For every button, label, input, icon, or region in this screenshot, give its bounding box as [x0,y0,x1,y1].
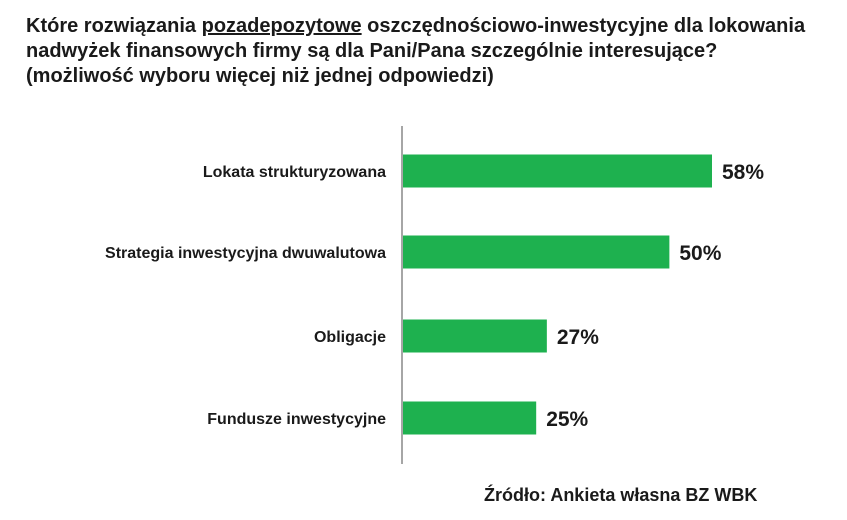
bar-3 [403,319,547,353]
bar-4 [403,401,537,435]
category-label-1: Lokata strukturyzowana [203,164,386,181]
source-note: Źródło: Ankieta własna BZ WBK [484,485,758,505]
category-label-3: Obligacje [314,329,386,346]
bar-2 [403,235,670,269]
value-label-3: 27% [557,326,599,349]
category-label-4: Fundusze inwestycyjne [207,411,386,428]
value-label-4: 25% [546,408,588,431]
value-label-1: 58% [722,161,764,184]
title-underlined-word: pozadepozytowe [201,15,362,37]
category-label-2: Strategia inwestycyjna dwuwalutowa [105,245,386,262]
value-label-2: 50% [679,242,721,265]
bar-1 [403,154,712,188]
chart-title: Które rozwiązania pozadepozytowe oszczęd… [26,15,806,87]
